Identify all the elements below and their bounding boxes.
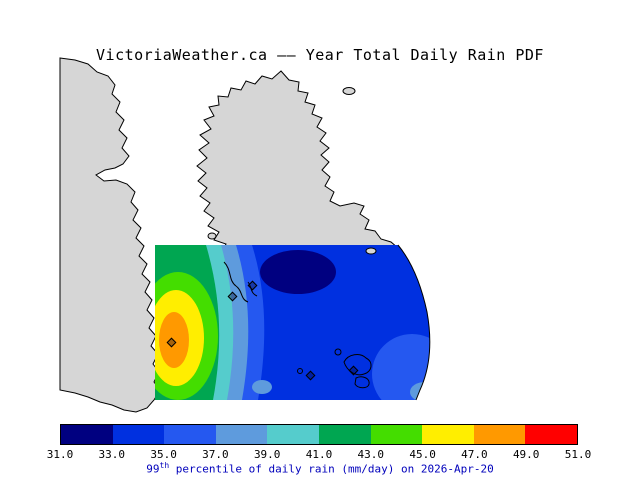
island-outline-1 [343, 354, 372, 376]
harbour-coastline [223, 261, 249, 303]
rain-contour-overlay [155, 245, 430, 400]
contour-se-lighter [372, 334, 430, 400]
east-coastline [397, 244, 431, 401]
colorbar-tick-label: 49.0 [512, 448, 540, 461]
colorbar-segment [318, 425, 371, 444]
colorbar-tick-label: 47.0 [461, 448, 488, 461]
contour-high-core [159, 312, 189, 368]
islet-outline [334, 348, 342, 356]
colorbar-tick-label: 45.0 [409, 448, 436, 461]
island-outline-2 [354, 376, 370, 389]
colorbar-segment [215, 425, 268, 444]
landmass-west-coast [59, 57, 161, 413]
island-north [342, 87, 356, 95]
page-title: VictoriaWeather.ca –– Year Total Daily R… [96, 46, 544, 64]
contour-low-core [260, 250, 336, 294]
colorbar-segment [164, 425, 216, 444]
colorbar-tick-label: 41.0 [305, 448, 333, 461]
islet-outline-2 [297, 368, 303, 374]
colorbar-tick-label: 37.0 [202, 448, 229, 461]
landmass-saanich-peninsula [196, 70, 400, 249]
caption-ordinal: th [159, 461, 170, 470]
colorbar-segments [60, 424, 578, 445]
colorbar-segment [267, 425, 319, 444]
caption-text: percentile of daily rain (mm/day) on 202… [169, 462, 494, 476]
colorbar-tick-label: 33.0 [98, 448, 126, 461]
colorbar-segment [422, 425, 474, 444]
colorbar-caption: 99th percentile of daily rain (mm/day) o… [0, 461, 640, 476]
caption-number: 99 [146, 462, 160, 476]
contour-se-corner [410, 382, 430, 400]
colorbar-segment [525, 425, 577, 444]
contour-spot-south [252, 380, 272, 394]
colorbar-segment [473, 425, 526, 444]
coastline-details [223, 244, 431, 401]
colorbar-tick-label: 35.0 [150, 448, 177, 461]
colorbar-segment [370, 425, 423, 444]
colorbar-tick-label: 51.0 [564, 448, 592, 461]
island-inlet [207, 232, 217, 240]
colorbar-segment [61, 425, 113, 444]
harbour-coastline-2 [247, 281, 258, 297]
colorbar-tick-label: 43.0 [357, 448, 385, 461]
colorbar-tick-label: 31.0 [46, 448, 74, 461]
island-top-right [365, 247, 377, 255]
colorbar-tick-label: 39.0 [253, 448, 281, 461]
colorbar-ticks: 31.0 33.0 35.0 37.0 39.0 41.0 43.0 45.0 47.0 49.0… [47, 448, 592, 461]
colorbar-segment [112, 425, 165, 444]
